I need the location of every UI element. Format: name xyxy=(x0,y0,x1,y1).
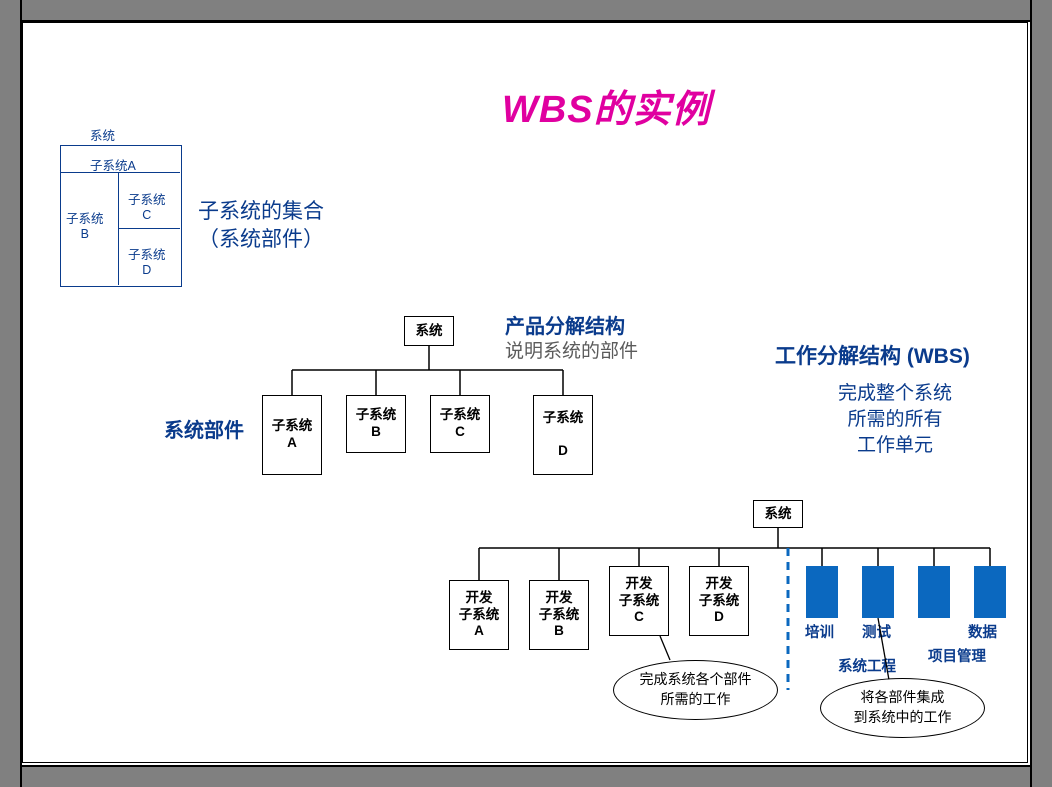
wbs-callout-1: 完成系统各个部件 所需的工作 xyxy=(613,660,778,720)
mini-caption-l1: 子系统的集合 xyxy=(198,200,324,223)
pbs-child-c: 子系统 C xyxy=(430,395,490,453)
pbs-left-label: 系统部件 xyxy=(164,414,244,443)
mini-caption: 子系统的集合 （系统部件） xyxy=(198,198,324,255)
wbs-root: 系统 xyxy=(753,500,803,528)
mini-sub-b: 子系统 B xyxy=(66,212,104,242)
frame xyxy=(0,0,1052,22)
wbs-sub1: 完成整个系统 xyxy=(810,378,980,405)
wbs-dev-d: 开发 子系统 D xyxy=(689,566,749,636)
slide-title: WBS的实例 xyxy=(502,78,711,133)
mini-sub-d: 子系统 D xyxy=(128,248,166,278)
mini-sub-c: 子系统 C xyxy=(128,193,166,223)
mini-divider xyxy=(60,172,180,173)
wbs-sub3: 工作单元 xyxy=(810,430,980,457)
wbs-dev-b: 开发 子系统 B xyxy=(529,580,589,650)
wbs-extra-block-1 xyxy=(806,566,838,618)
wbs-extra-2: 测试 xyxy=(862,621,891,642)
mini-system-label: 系统 xyxy=(90,125,115,144)
wbs-extra-block-4 xyxy=(974,566,1006,618)
wbs-dev-c: 开发 子系统 C xyxy=(609,566,669,636)
wbs-extra-3: 数据 xyxy=(968,621,997,642)
wbs-sub2: 所需的所有 xyxy=(810,404,980,431)
wbs-below-2: 项目管理 xyxy=(928,645,986,666)
pbs-child-d: 子系统 D xyxy=(533,395,593,475)
slide: WBS的实例 系统 子系统A 子系统 B 子系统 C 子系统 D 子系统的集合 … xyxy=(0,0,1052,787)
wbs-extra-block-3 xyxy=(918,566,950,618)
pbs-subheading: 说明系统的部件 xyxy=(505,336,638,363)
wbs-below-1: 系统工程 xyxy=(838,655,896,676)
pbs-child-b: 子系统 B xyxy=(346,395,406,453)
wbs-callout-2: 将各部件集成 到系统中的工作 xyxy=(820,678,985,738)
pbs-child-a: 子系统 A xyxy=(262,395,322,475)
frame xyxy=(1030,0,1052,787)
wbs-dev-a: 开发 子系统 A xyxy=(449,580,509,650)
mini-hdiv xyxy=(118,228,180,229)
mini-caption-l2: （系统部件） xyxy=(198,228,324,251)
pbs-heading: 产品分解结构 xyxy=(505,310,625,339)
frame xyxy=(0,765,1052,787)
wbs-extra-1: 培训 xyxy=(805,621,834,642)
wbs-heading: 工作分解结构 (WBS) xyxy=(775,340,970,370)
wbs-extra-block-2 xyxy=(862,566,894,618)
pbs-root: 系统 xyxy=(404,316,454,346)
frame xyxy=(0,0,22,787)
